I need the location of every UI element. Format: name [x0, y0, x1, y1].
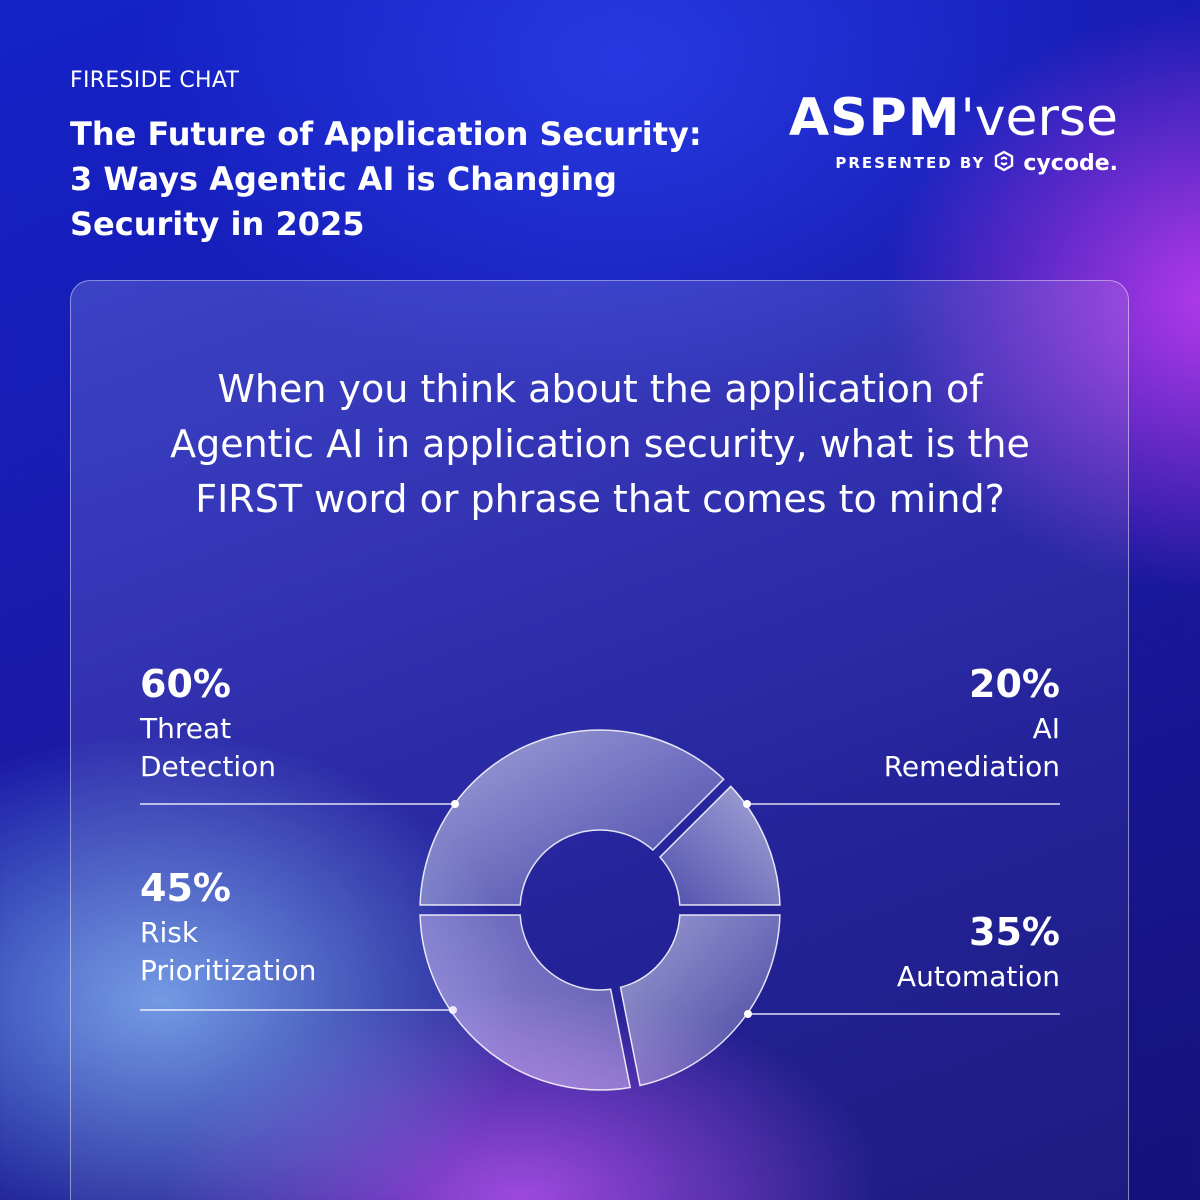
segment-automation	[619, 914, 781, 1087]
data-label-threat-detection: 60%	[140, 662, 231, 706]
presented-by-label: PRESENTED BY	[835, 154, 986, 172]
stat-ai-remediation: 20% AI Remediation	[730, 662, 1060, 786]
segment-threat-detection	[419, 729, 725, 906]
stat-automation: 35% Automation	[730, 910, 1060, 996]
segment-risk-prioritization	[419, 914, 632, 1091]
category-label-automation: Automation	[896, 960, 1060, 993]
segment-ai-remediation	[658, 785, 781, 906]
category-label-risk-prioritization: Risk Prioritization	[140, 916, 317, 987]
brand-name-strong: ASPM	[788, 88, 961, 148]
donut-segments	[419, 729, 781, 1091]
brand-name-light: 'verse	[960, 88, 1118, 148]
stat-threat-detection: 60% Threat Detection	[140, 662, 470, 786]
brand-logo: ASPM'verse PRESENTED BY cycode.	[758, 88, 1118, 176]
category-label-threat-detection: Threat Detection	[140, 712, 277, 783]
page-title: The Future of Application Security: 3 Wa…	[70, 115, 702, 243]
brand-subtitle: PRESENTED BY cycode.	[758, 150, 1118, 176]
category-label-ai-remediation: AI Remediation	[883, 712, 1060, 783]
data-label-automation: 35%	[969, 910, 1060, 954]
survey-question: When you think about the application of …	[170, 367, 1030, 521]
data-label-risk-prioritization: 45%	[140, 866, 231, 910]
data-label-ai-remediation: 20%	[969, 662, 1060, 706]
brand-name: ASPM'verse	[758, 88, 1118, 148]
cycode-logo-icon	[993, 150, 1015, 176]
cycode-wordmark: cycode.	[1023, 150, 1118, 176]
header-tag: FIRESIDE CHAT	[70, 68, 240, 93]
stat-risk-prioritization: 45% Risk Prioritization	[140, 866, 470, 990]
